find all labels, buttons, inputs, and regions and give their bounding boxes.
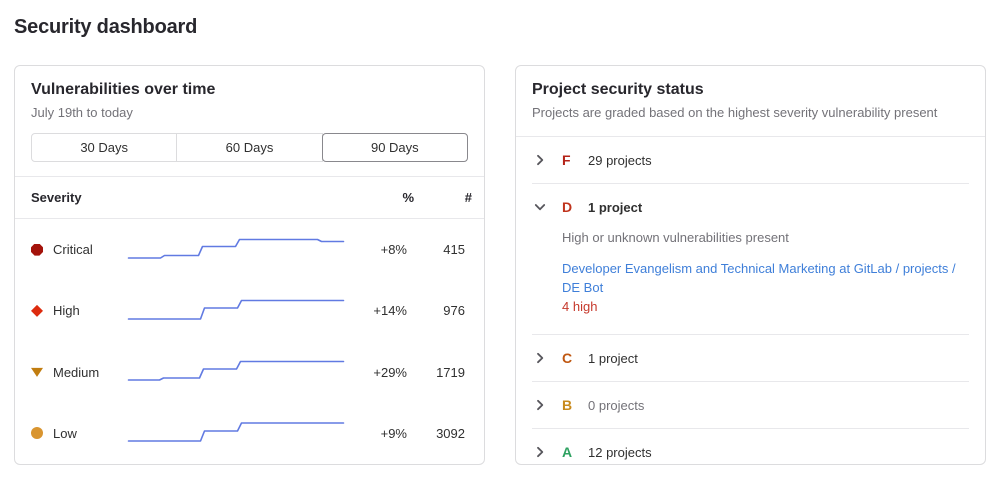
severity-row-high: High +14% 976 <box>15 280 484 341</box>
severity-table-header: Severity % # <box>15 177 484 219</box>
low-count: 3092 <box>436 425 465 441</box>
severity-label-cell: Medium <box>31 365 127 380</box>
project-security-status-card: Project security status Projects are gra… <box>515 65 986 465</box>
severity-label: Medium <box>53 364 100 380</box>
chevron-right-icon[interactable] <box>532 397 548 413</box>
day-range-button-group: 30 Days 60 Days 90 Days <box>31 133 468 162</box>
high-percent-change: +14% <box>373 303 407 319</box>
grade-letter-b: B <box>562 397 573 413</box>
grade-a-project-count: 12 projects <box>588 444 652 460</box>
grade-b-project-count: 0 projects <box>588 397 645 413</box>
vulnerability-count-badge: 4 high <box>562 299 598 314</box>
severity-medium-icon <box>31 367 43 377</box>
status-card-header: Project security status Projects are gra… <box>516 66 985 137</box>
severity-column-header: Severity <box>31 190 82 205</box>
grade-letter-a: A <box>562 444 573 460</box>
dashboard-cards: Vulnerabilities over time July 19th to t… <box>14 65 986 465</box>
severity-label-cell: High <box>31 303 127 318</box>
grade-row-d[interactable]: D 1 project <box>532 184 969 230</box>
chevron-right-icon[interactable] <box>532 350 548 366</box>
grade-row-f[interactable]: F 29 projects <box>532 137 969 183</box>
range-button-60-days[interactable]: 60 Days <box>176 133 323 162</box>
grade-letter-c: C <box>562 350 573 366</box>
severity-row-low: Low +9% 3092 <box>15 403 484 464</box>
range-button-90-days[interactable]: 90 Days <box>321 133 468 162</box>
status-card-title: Project security status <box>532 81 704 98</box>
grade-letter-f: F <box>562 152 571 168</box>
low-percent-change: +9% <box>380 425 407 441</box>
medium-trend-sparkline <box>127 360 345 381</box>
percent-column-header: % <box>402 190 414 205</box>
grade-letter-d: D <box>562 199 573 215</box>
grade-row-a[interactable]: A 12 projects <box>532 429 969 475</box>
chevron-right-icon[interactable] <box>532 444 548 460</box>
grade-d-project-count: 1 project <box>588 199 643 215</box>
grade-section-b: B 0 projects <box>532 382 969 429</box>
severity-label: High <box>53 303 80 319</box>
grade-section-d: D 1 project High or unknown vulnerabilit… <box>532 184 969 335</box>
medium-percent-change: +29% <box>373 364 407 380</box>
severity-label-cell: Critical <box>31 242 127 257</box>
low-trend-sparkline <box>127 422 345 443</box>
critical-percent-change: +8% <box>380 242 407 258</box>
critical-count: 415 <box>443 242 465 258</box>
chevron-right-icon[interactable] <box>532 152 548 168</box>
vuln-card-header: Vulnerabilities over time July 19th to t… <box>15 66 484 120</box>
severity-label: Low <box>53 425 77 441</box>
vuln-date-range: July 19th to today <box>31 105 133 120</box>
grade-d-description: High or unknown vulnerabilities present <box>562 230 789 245</box>
count-column-header: # <box>464 190 472 205</box>
severity-label: Critical <box>53 242 93 258</box>
status-card-subtitle: Projects are graded based on the highest… <box>532 105 938 120</box>
range-button-30-days[interactable]: 30 Days <box>31 133 178 162</box>
grade-row-b[interactable]: B 0 projects <box>532 382 969 428</box>
high-count: 976 <box>443 303 465 319</box>
medium-count: 1719 <box>436 364 465 380</box>
grade-f-project-count: 29 projects <box>588 152 652 168</box>
grade-section-f: F 29 projects <box>532 137 969 184</box>
severity-row-critical: Critical +8% 415 <box>15 219 484 280</box>
severity-row-medium: Medium +29% 1719 <box>15 342 484 403</box>
severity-high-icon <box>31 304 43 317</box>
grade-row-c[interactable]: C 1 project <box>532 335 969 381</box>
grade-section-a: A 12 projects <box>532 429 969 475</box>
severity-critical-icon <box>31 243 43 256</box>
grade-list: F 29 projects D 1 project High or unknow… <box>516 137 985 475</box>
critical-trend-sparkline <box>127 238 345 259</box>
grade-section-c: C 1 project <box>532 335 969 382</box>
vuln-card-title: Vulnerabilities over time <box>31 81 216 98</box>
severity-trend-table: Severity % # Critical +8% 415 High <box>15 176 484 464</box>
grade-c-project-count: 1 project <box>588 350 638 366</box>
severity-label-cell: Low <box>31 426 127 441</box>
high-trend-sparkline <box>127 299 345 320</box>
grade-d-detail: High or unknown vulnerabilities present … <box>532 230 969 334</box>
severity-low-icon <box>31 427 43 440</box>
page-title: Security dashboard <box>14 16 198 38</box>
vulnerabilities-over-time-card: Vulnerabilities over time July 19th to t… <box>14 65 485 465</box>
chevron-down-icon[interactable] <box>532 199 548 215</box>
project-link[interactable]: Developer Evangelism and Technical Marke… <box>562 261 956 295</box>
